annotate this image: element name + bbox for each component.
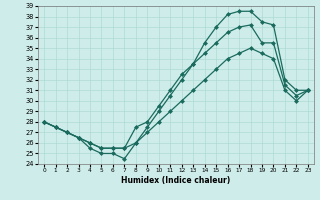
- X-axis label: Humidex (Indice chaleur): Humidex (Indice chaleur): [121, 176, 231, 185]
